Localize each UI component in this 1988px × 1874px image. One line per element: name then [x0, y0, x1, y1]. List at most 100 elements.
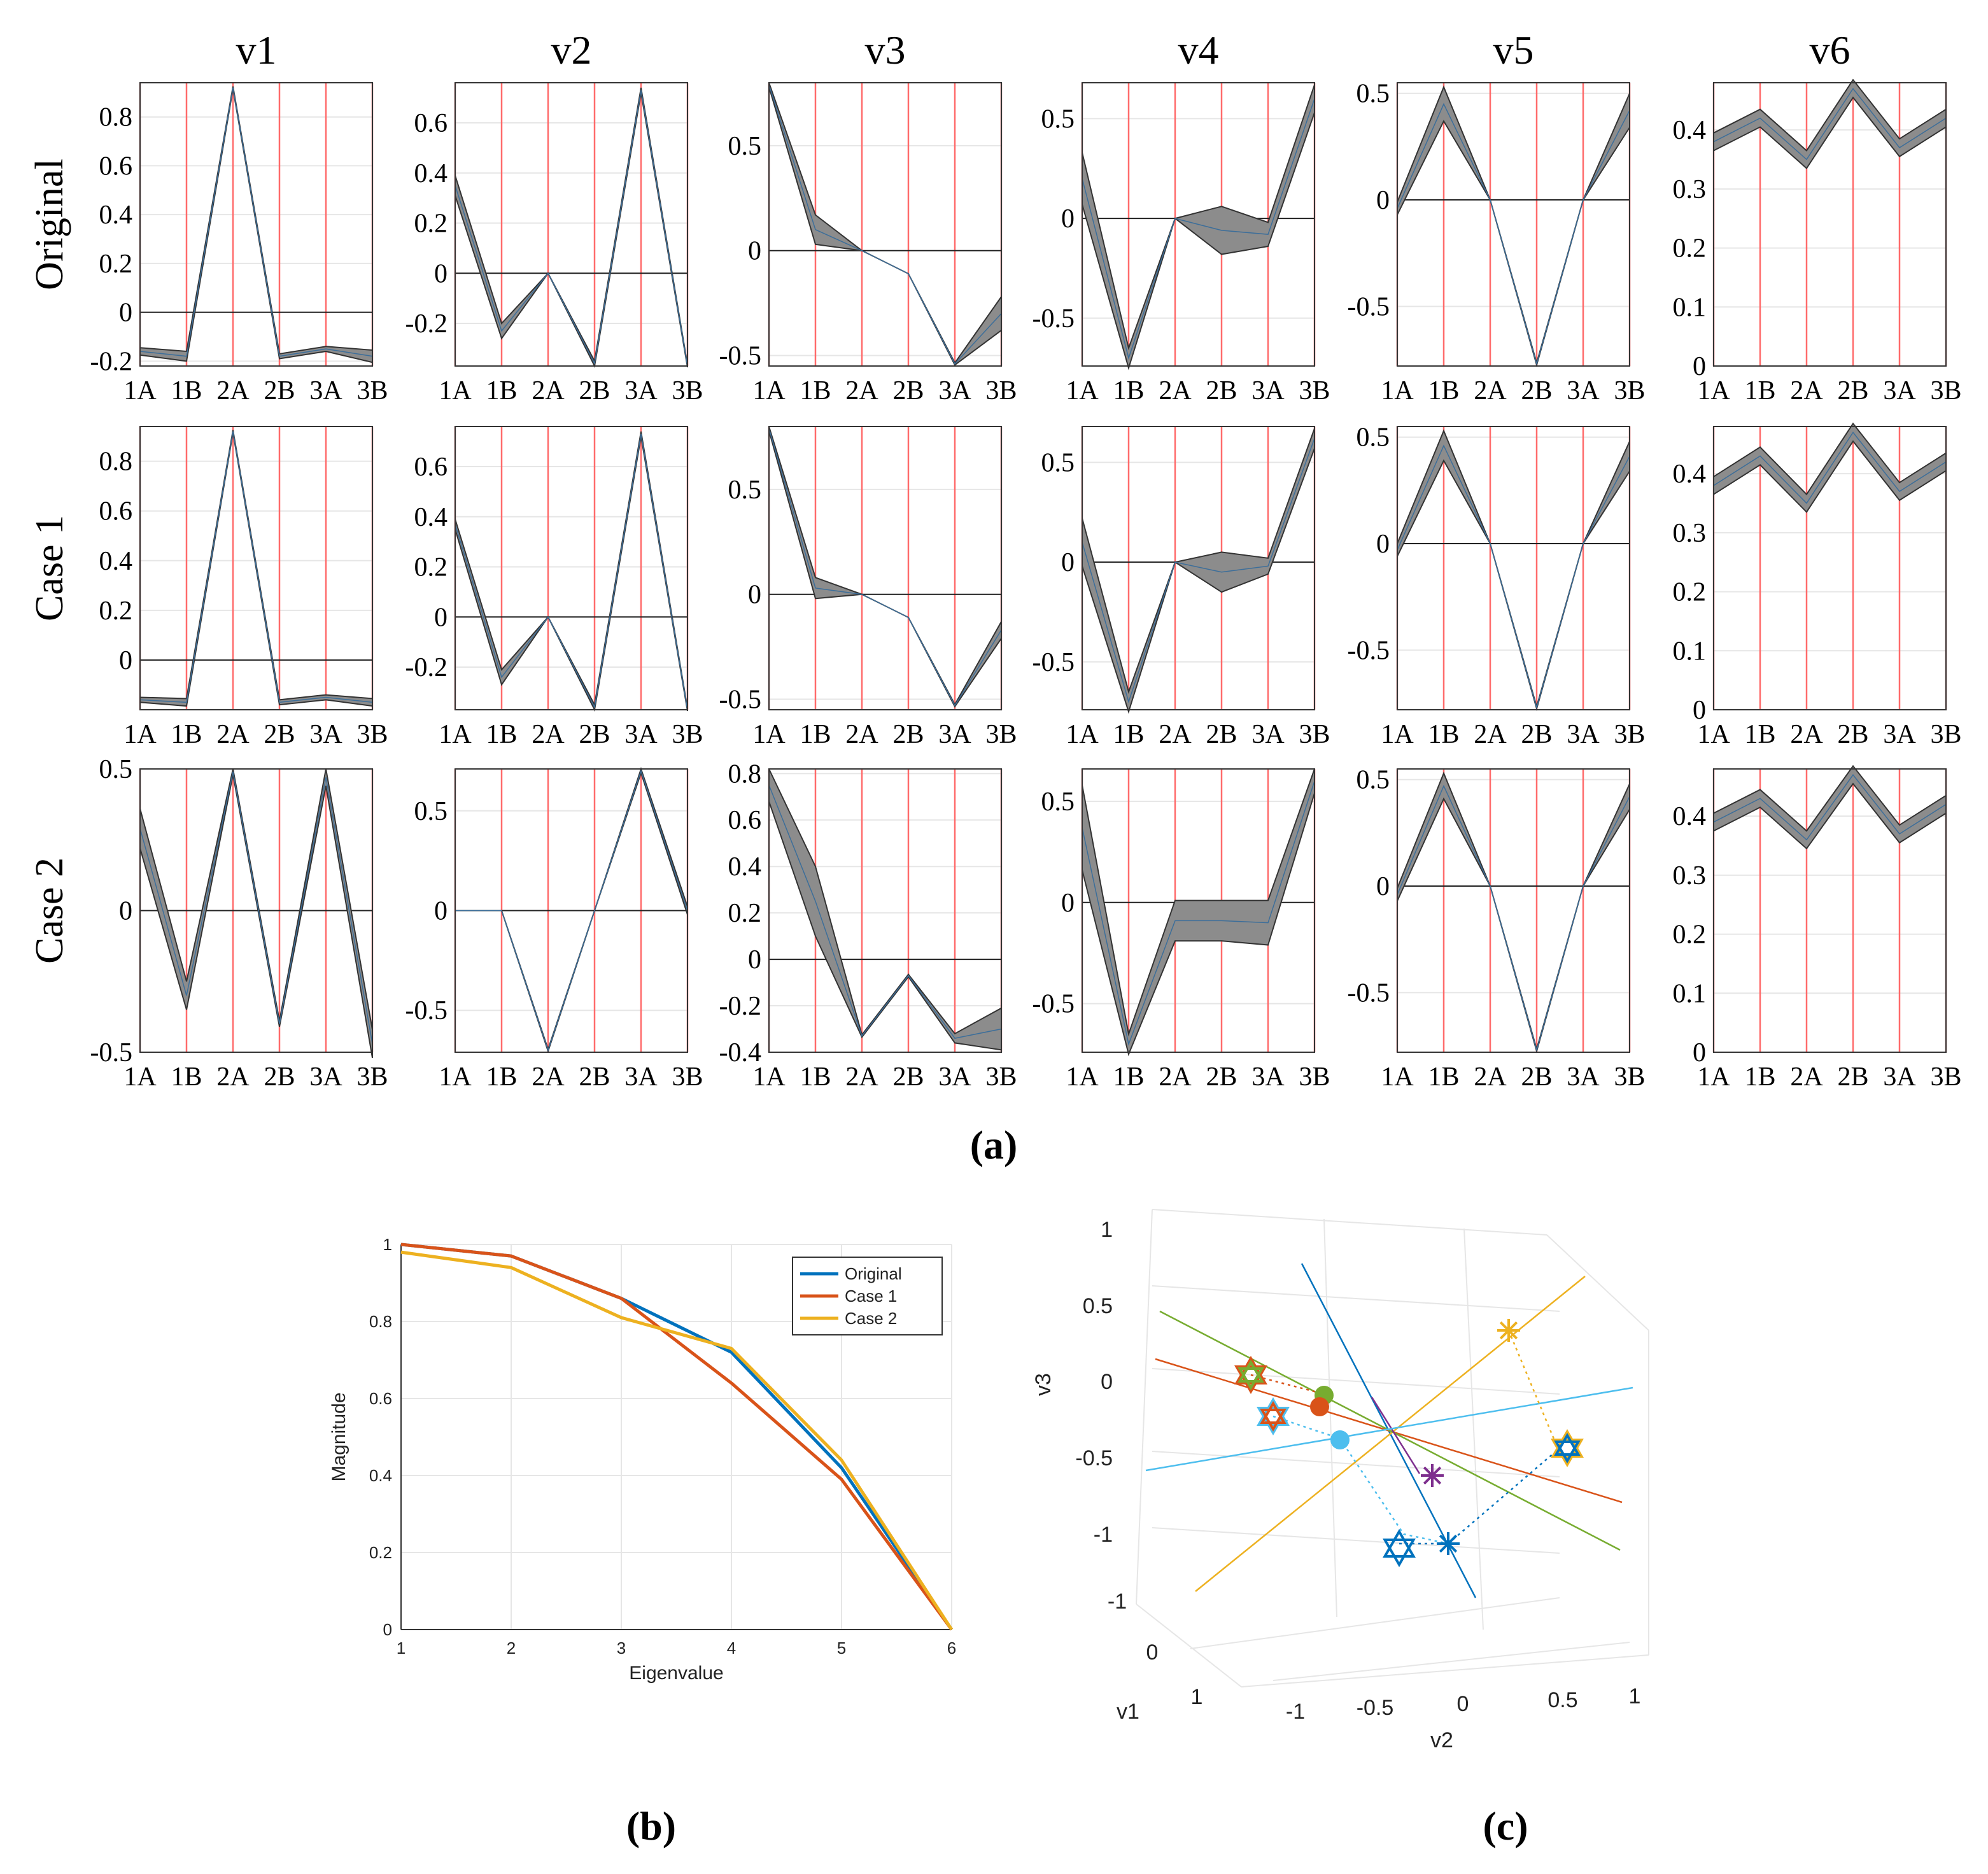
y-tick-label: 0	[434, 897, 448, 926]
hexagram-marker	[1237, 1367, 1264, 1390]
eigvec-panel-case-2-v2: 0.5 0 -0.5 1A 1B 2A 2B 3A 3B	[405, 766, 703, 1092]
x-tick-label: 2B	[1521, 720, 1552, 749]
x-tick-label: 2	[507, 1638, 516, 1658]
grid-line	[1152, 1285, 1560, 1312]
x-tick-label: 3A	[309, 376, 342, 405]
hexagram-marker	[1260, 1409, 1287, 1432]
x-tick-label: 3B	[1614, 1062, 1645, 1092]
y-tick-label: 0.6	[728, 806, 762, 835]
y-tick-label: 0.6	[99, 151, 133, 181]
eigvec-panel-case-2-v6: 0.4 0.3 0.2 0.1 01A 1B 2A 2B 3A 3B	[1673, 764, 1962, 1092]
grid-line	[1152, 1527, 1560, 1554]
plot-frame	[1713, 82, 1947, 367]
x-tick-label: 3A	[309, 720, 342, 749]
x-tick-label: 2B	[1521, 376, 1552, 405]
y-tick-label: 0.2	[99, 596, 133, 626]
x-tick-label: 2B	[1837, 720, 1868, 749]
x-tick-label: 1A	[439, 376, 472, 405]
eigvec-panel-case-1-v6: 0.4 0.3 0.2 0.1 01A 1B 2A 2B 3A 3B	[1673, 422, 1962, 749]
eigvec-panel-original-v1: 0.8 0.6 0.4 0.2 0 -0.21A 1B 2A 2B 3A 3B	[90, 82, 388, 405]
x-tick-label: 3A	[1883, 1062, 1916, 1092]
x-tick-label: 2B	[1837, 376, 1868, 405]
plot-frame	[1397, 426, 1630, 710]
dotted-connector	[1272, 1415, 1341, 1440]
x-tick-label: 2B	[892, 1062, 924, 1092]
x-tick-label: 3B	[1930, 1062, 1961, 1092]
y-tick-label: 0.8	[369, 1312, 392, 1331]
legend-label: Original	[845, 1264, 902, 1283]
y-tick-label: -0.2	[719, 992, 762, 1021]
projection-axis-line	[1159, 1310, 1621, 1551]
y-tick-label: 0.6	[369, 1389, 392, 1408]
series-line-case-1	[400, 1243, 954, 1631]
row-header-case-2: Case 2	[28, 857, 71, 964]
y-tick-label: 0	[1061, 204, 1075, 234]
projection-axis-line	[1145, 1386, 1633, 1472]
x-tick-label: 3A	[938, 720, 971, 749]
eigvec-panel-original-v4: 0.5 0 -0.5 1A 1B 2A 2B 3A 3B	[1033, 82, 1330, 405]
plot-frame	[139, 768, 373, 1053]
x-tick-label: 6	[947, 1638, 956, 1658]
y-tick-label: -0.2	[405, 653, 448, 682]
x-tick-label: 2A	[216, 1062, 250, 1092]
y-tick-label: 0	[748, 237, 761, 266]
grid-line	[1241, 1654, 1649, 1687]
x-tick-label: 2A	[845, 1062, 878, 1092]
x-tick-label: 3B	[356, 720, 388, 749]
v2-tick-label: 0.5	[1547, 1688, 1577, 1712]
x-tick-label: 3A	[624, 720, 658, 749]
mean-line	[1397, 784, 1630, 1052]
dotted-connector	[1507, 1330, 1558, 1446]
x-tick-label: 2B	[1206, 376, 1237, 405]
x-tick-label: 3A	[624, 1062, 658, 1092]
x-tick-label: 2A	[532, 720, 565, 749]
x-tick-label: 2A	[1790, 1062, 1823, 1092]
x-tick-label: 2A	[1790, 376, 1823, 405]
x-tick-label: 1A	[752, 376, 786, 405]
x-tick-label: 1A	[439, 1062, 472, 1092]
column-header-v3: v3	[865, 27, 906, 73]
v2-axis-label: v2	[1430, 1728, 1453, 1752]
eigvec-panel-case-1-v4: 0.5 0 -0.5 1A 1B 2A 2B 3A 3B	[1033, 426, 1330, 749]
x-tick-label: 2A	[532, 1062, 565, 1092]
y-tick-label: 0.4	[1673, 802, 1707, 831]
mean-line	[455, 769, 688, 1052]
v1-tick-label: -1	[1108, 1589, 1127, 1614]
x-tick-label: 2A	[1474, 1062, 1507, 1092]
v2-tick-label: -1	[1286, 1700, 1305, 1724]
y-tick-label: 0.2	[414, 209, 448, 239]
x-tick-label: 1B	[171, 1062, 202, 1092]
plot-frame	[1713, 768, 1947, 1053]
panel-b-eigenvalue-chart: 1 2 3 4 5 6 0 0.2 0.4 0.6 0.8 1 Eigenvalue Magnitude O…	[328, 1235, 956, 1684]
y-tick-label: 0.6	[414, 453, 448, 482]
x-tick-label: 1B	[800, 1062, 831, 1092]
grid-line	[1546, 1234, 1649, 1331]
y-tick-label: 0.5	[1041, 787, 1075, 817]
y-tick-label: 0	[748, 945, 761, 975]
column-header-v4: v4	[1178, 27, 1219, 73]
x-tick-label: 1B	[1113, 720, 1144, 749]
x-tick-label: 1B	[800, 720, 831, 749]
x-tick-label: 2A	[216, 720, 250, 749]
x-tick-label: 3A	[624, 376, 658, 405]
y-tick-label: -0.5	[719, 686, 762, 715]
x-tick-label: 1B	[486, 376, 517, 405]
x-tick-label: 2B	[892, 376, 924, 405]
v3-tick-label: 0	[1101, 1370, 1113, 1394]
x-tick-label: 1A	[1066, 1062, 1099, 1092]
x-tick-label: 3B	[356, 1062, 388, 1092]
hexagram-marker	[1260, 1401, 1287, 1424]
dotted-connector	[1339, 1438, 1449, 1545]
x-tick-label: 1B	[1428, 720, 1459, 749]
y-tick-label: 0	[1693, 1038, 1706, 1067]
x-tick-label: 2A	[532, 376, 565, 405]
eigvec-panel-case-2-v1: 0.5 0 -0.51A 1B 2A 2B 3A 3B	[90, 755, 388, 1092]
hexagram-marker	[1383, 1539, 1416, 1568]
mean-line	[1082, 438, 1315, 703]
x-tick-label: 3B	[985, 720, 1017, 749]
x-tick-label: 3B	[672, 376, 703, 405]
v2-tick-label: -0.5	[1357, 1696, 1394, 1720]
x-tick-label: 3A	[938, 1062, 971, 1092]
mean-line	[1397, 102, 1630, 366]
x-tick-label: 1A	[752, 720, 786, 749]
